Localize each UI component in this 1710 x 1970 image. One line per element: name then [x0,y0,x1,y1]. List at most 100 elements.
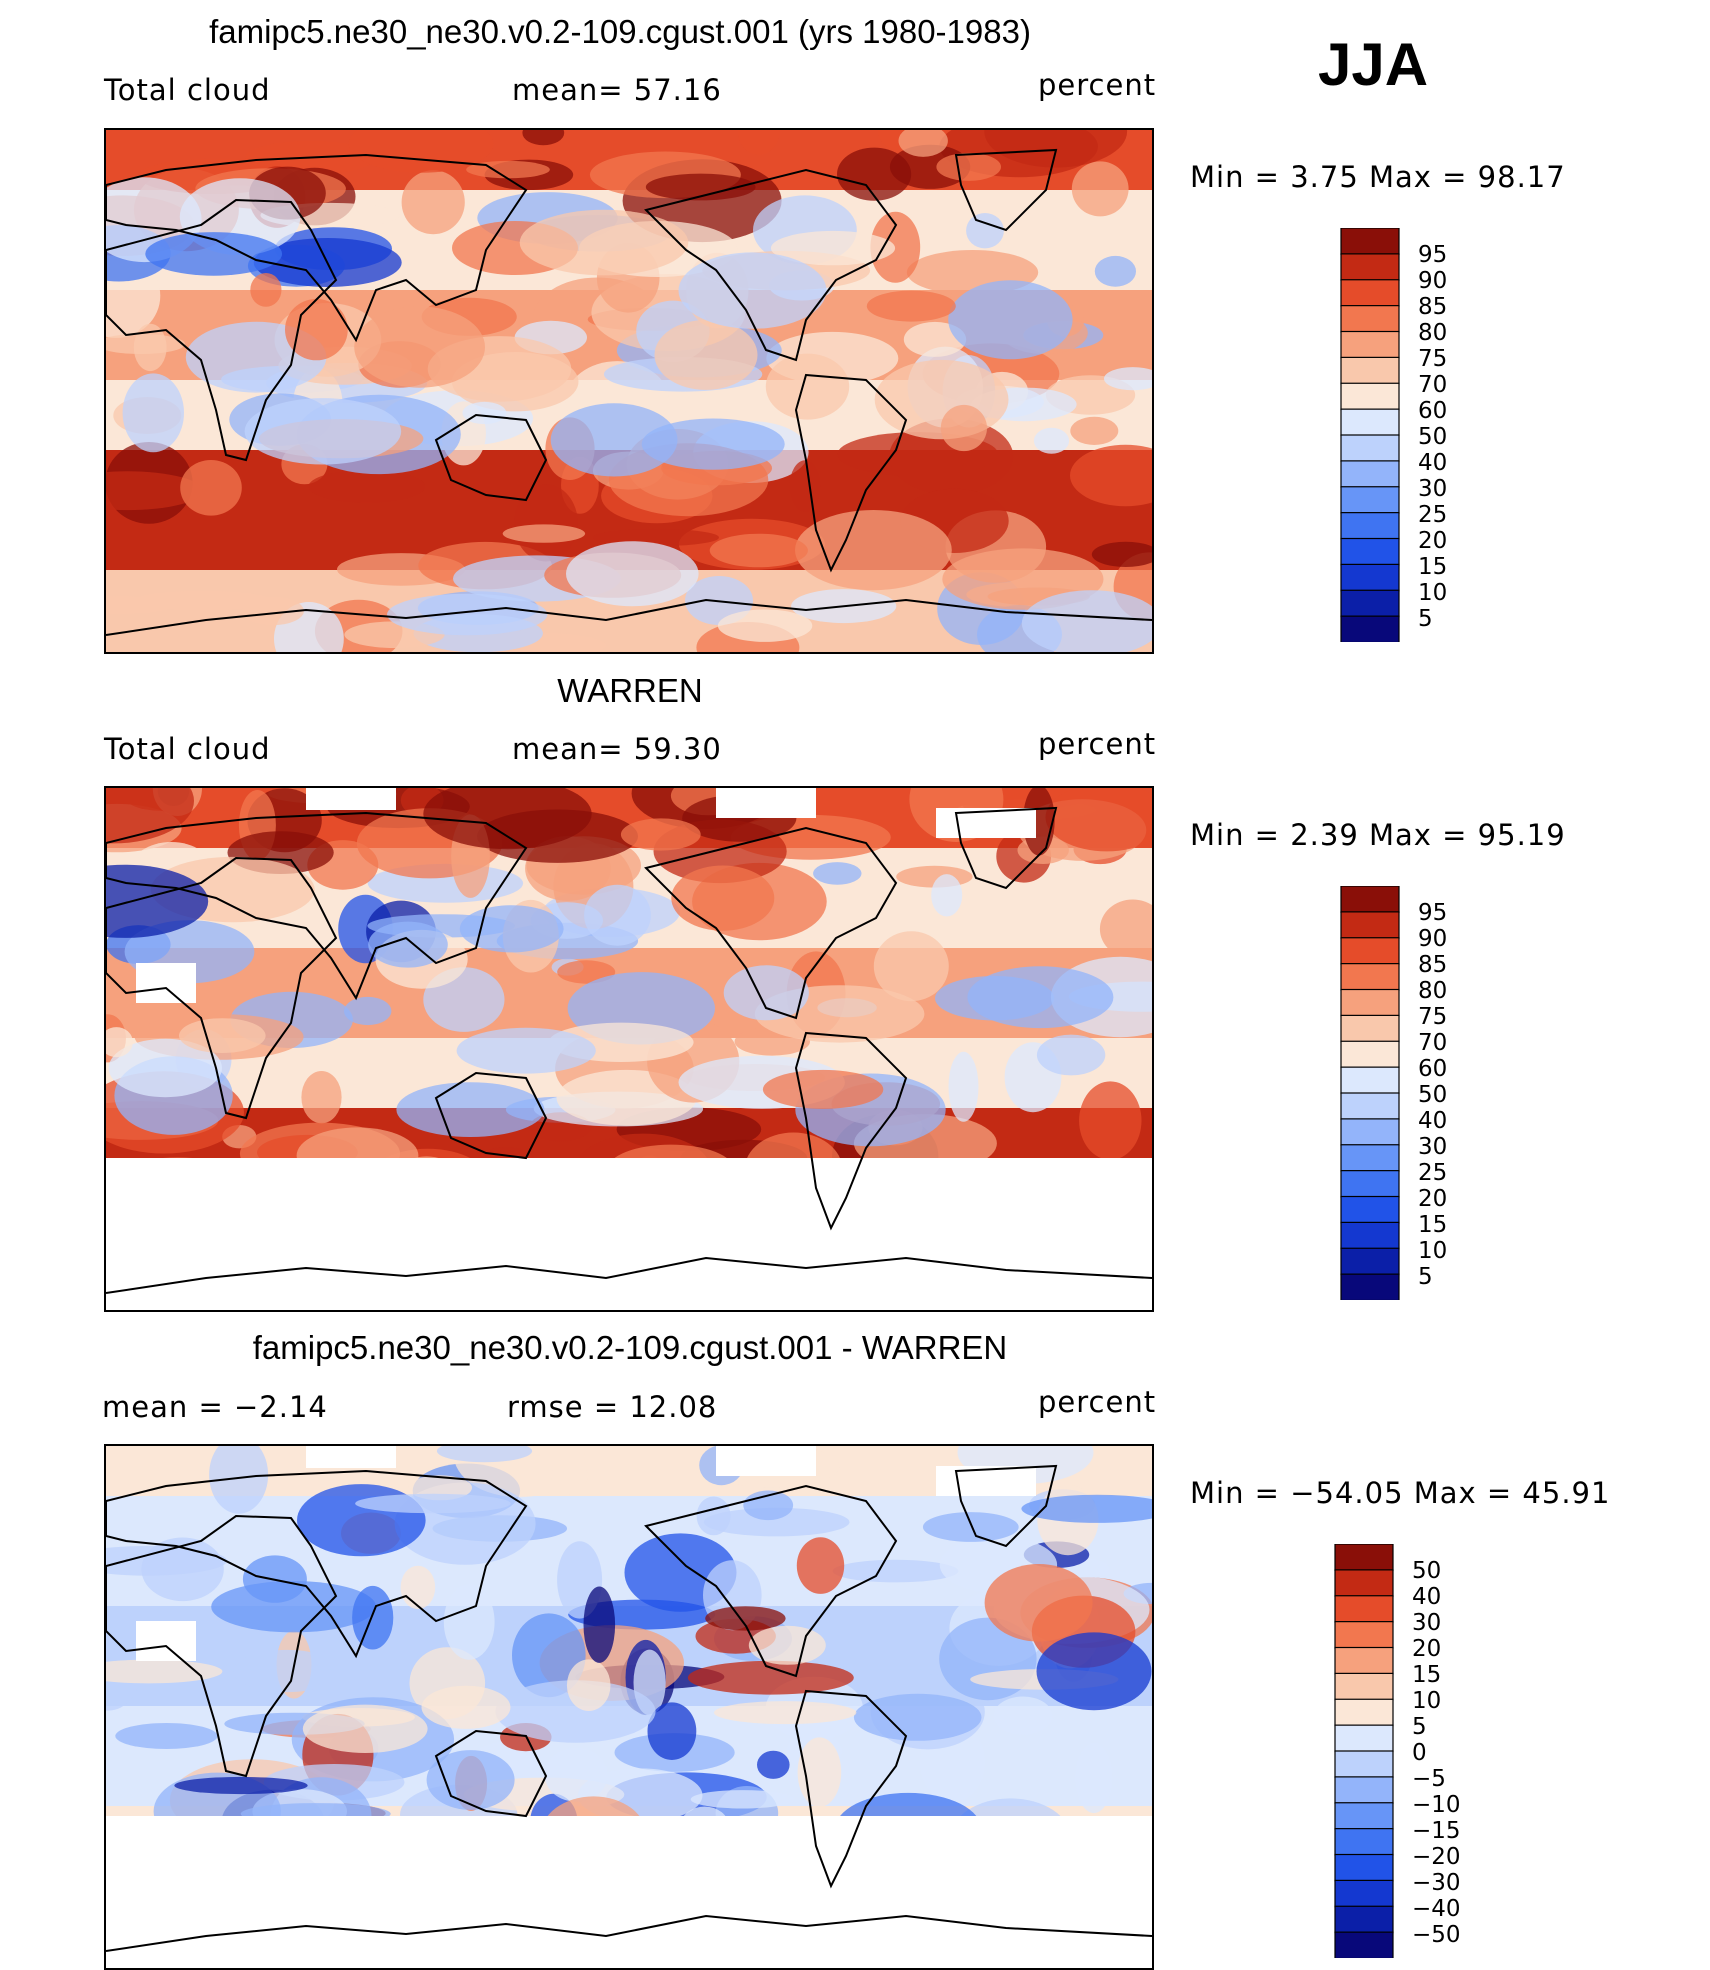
panel-2-map-svg [106,788,1152,1310]
panel-3-map-svg [106,1446,1152,1968]
colorbar-box [1340,1170,1400,1198]
colorbar-box [1334,1776,1394,1804]
colorbar-box [1340,1040,1400,1069]
colorbar-label: 95 [1418,900,1448,926]
colorbar-label: −15 [1412,1818,1461,1844]
colorbar-label: −20 [1412,1844,1461,1870]
colorbar-box [1334,1802,1394,1830]
colorbar-box [1334,1543,1394,1571]
colorbar-label: 5 [1412,1714,1427,1740]
colorbar-box [1334,1853,1394,1882]
colorbar-box [1340,1014,1400,1043]
colorbar-box [1340,382,1400,411]
colorbar-box [1340,537,1400,566]
colorbar-label: 90 [1418,268,1448,294]
panel-1-title: famipc5.ne30_ne30.v0.2-109.cgust.001 (yr… [209,13,1031,50]
colorbar-label: −50 [1412,1922,1461,1948]
panel-2-colorbar [1340,885,1400,1302]
panel-2-colorbar-labels: 95 90 85 80 75 70 60 50 40 30 25 20 15 1… [1418,886,1498,1300]
colorbar-box [1334,1828,1394,1856]
panel-1-units-label: percent [1038,68,1157,102]
colorbar-label: −40 [1412,1896,1461,1922]
panel-2-units-label: percent [1038,727,1157,761]
panel-1-colorbar [1340,227,1400,644]
panel-3-units-label: percent [1038,1385,1157,1419]
colorbar-label: 30 [1412,1610,1442,1636]
colorbar-box [1340,227,1400,255]
colorbar-box [1334,1879,1394,1908]
colorbar-label: 50 [1418,424,1448,450]
colorbar-label: 30 [1418,476,1448,502]
colorbar-label: 10 [1418,1238,1448,1264]
colorbar-box [1340,1221,1400,1250]
colorbar-box [1340,512,1400,540]
panel-3-title: famipc5.ne30_ne30.v0.2-109.cgust.001 - W… [252,1329,1008,1366]
colorbar-box [1340,615,1400,644]
panel-2-mean-label: mean= 59.30 [512,732,722,766]
colorbar-label: −5 [1412,1766,1446,1792]
colorbar-label: 95 [1418,242,1448,268]
colorbar-label: 60 [1418,398,1448,424]
colorbar-box [1340,330,1400,359]
colorbar-box [1334,1646,1394,1675]
panel-3-minmax-label: Min = −54.05 Max = 45.91 [1190,1476,1611,1510]
colorbar-label: 10 [1418,580,1448,606]
colorbar-label: 70 [1418,372,1448,398]
panel-2-variable-label: Total cloud [104,732,271,766]
colorbar-box [1340,1144,1400,1172]
colorbar-box [1340,963,1400,991]
colorbar-box [1340,1195,1400,1224]
colorbar-box [1340,1066,1400,1095]
colorbar-label: 5 [1418,1264,1433,1290]
panel-3-map [104,1444,1154,1970]
panel-3-colorbar [1334,1543,1394,1960]
colorbar-label: 50 [1412,1558,1442,1584]
panel-1-mean-label: mean= 57.16 [512,73,722,107]
colorbar-box [1334,1931,1394,1960]
colorbar-label: 75 [1418,1004,1448,1030]
panel-1-map [104,128,1154,654]
colorbar-label: −10 [1412,1792,1461,1818]
colorbar-label: 20 [1418,528,1448,554]
colorbar-label: 20 [1418,1186,1448,1212]
colorbar-label: 85 [1418,294,1448,320]
panel-1-colorbar-labels: 95 90 85 80 75 70 60 50 40 30 25 20 15 1… [1418,228,1498,642]
panel-3-colorbar-labels: 50 40 30 20 15 10 5 0 −5 −10 −15 −20 −30… [1412,1544,1492,1958]
colorbar-box [1340,486,1400,514]
colorbar-label: 15 [1418,554,1448,580]
colorbar-box [1340,460,1400,488]
colorbar-box [1334,1569,1394,1597]
colorbar-box [1334,1595,1394,1623]
colorbar-box [1334,1672,1394,1701]
colorbar-box [1340,1247,1400,1276]
panel-3-mean-label: mean = −2.14 [102,1390,328,1424]
panel-1-map-svg [106,130,1152,652]
colorbar-label: −30 [1412,1870,1461,1896]
colorbar-label: 10 [1412,1688,1442,1714]
colorbar-label: 80 [1418,320,1448,346]
panel-3-rmse-label: rmse = 12.08 [507,1390,718,1424]
colorbar-label: 80 [1418,978,1448,1004]
colorbar-label: 90 [1418,926,1448,952]
colorbar-box [1340,1273,1400,1302]
colorbar-label: 40 [1418,450,1448,476]
colorbar-box [1340,937,1400,965]
colorbar-box [1340,434,1400,462]
colorbar-box [1340,885,1400,913]
colorbar-label: 50 [1418,1082,1448,1108]
colorbar-label: 0 [1412,1740,1427,1766]
colorbar-box [1334,1621,1394,1649]
colorbar-box [1340,356,1400,385]
colorbar-box [1340,988,1400,1017]
colorbar-box [1340,589,1400,618]
colorbar-box [1340,253,1400,281]
colorbar-label: 70 [1418,1030,1448,1056]
colorbar-box [1334,1698,1394,1727]
panel-2-map [104,786,1154,1312]
colorbar-label: 25 [1418,502,1448,528]
colorbar-box [1340,1092,1400,1120]
season-label: JJA [1318,31,1429,98]
colorbar-label: 15 [1412,1662,1442,1688]
colorbar-label: 15 [1418,1212,1448,1238]
colorbar-label: 85 [1418,952,1448,978]
